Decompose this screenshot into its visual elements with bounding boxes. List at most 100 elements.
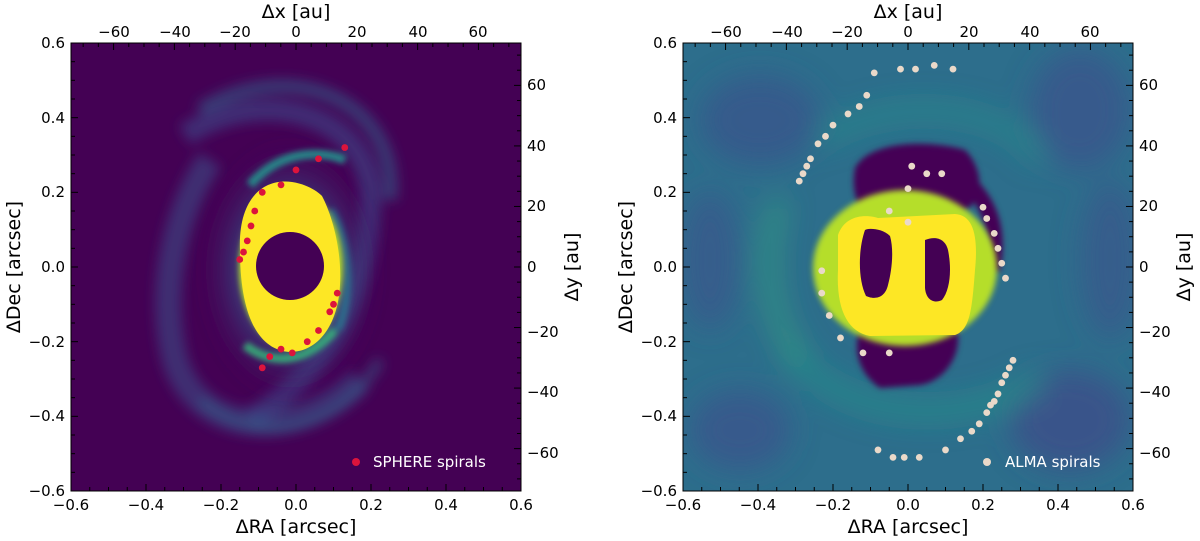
top-tick-label: −60 [710, 23, 742, 41]
spiral-point [904, 218, 912, 226]
right-right-tick-labels: −60 −40 −20 0 20 40 60 [1139, 76, 1171, 462]
spiral-point [803, 162, 811, 170]
top-tick-label: −20 [219, 23, 251, 41]
left-panel: −0.6 −0.4 −0.2 0.0 0.2 0.4 0.6 −0.6 −0.4… [3, 1, 583, 538]
left-ticks [70, 42, 522, 492]
left-right-tick-labels: −60 −40 −20 0 20 40 60 [527, 76, 559, 462]
spiral-point [900, 454, 908, 461]
spiral-point [923, 170, 931, 178]
top-tick-label: 60 [1080, 23, 1099, 41]
x-axis-title: ΔRA [arcsec] [848, 516, 969, 538]
spiral-point [288, 349, 296, 357]
right-axis-title: Δy [au] [1173, 233, 1195, 302]
spiral-point [277, 181, 285, 189]
y-tick-label: 0.2 [41, 183, 65, 201]
y-tick-label: −0.4 [29, 407, 65, 425]
spiral-point [807, 155, 814, 163]
spiral-point [315, 155, 322, 163]
spiral-point [1005, 364, 1013, 372]
spiral-point [825, 312, 833, 319]
spiral-point [844, 110, 852, 118]
spiral-point [303, 338, 311, 346]
legend-label: ALMA spirals [1005, 453, 1101, 471]
spiral-point [983, 215, 991, 222]
spiral-point [870, 69, 878, 77]
left-top-tick-labels: −60 −40 −20 0 20 40 60 [98, 23, 487, 41]
y-axis-title: ΔDec [arcsec] [3, 201, 25, 333]
right-tick-label: 60 [527, 76, 546, 94]
spiral-point [983, 409, 991, 416]
spiral-point [795, 177, 803, 185]
y-tick-label: −0.6 [29, 482, 65, 500]
right-top-tick-labels: −60 −40 −20 0 20 40 60 [710, 23, 1099, 41]
spiral-point [874, 446, 882, 454]
right-ticks [682, 42, 1134, 492]
right-tick-label: −20 [1139, 323, 1171, 341]
right-panel: −0.6 −0.4 −0.2 0.0 0.2 0.4 0.6 −0.6 −0.4… [615, 1, 1195, 538]
spiral-point [266, 353, 274, 360]
right-tick-label: −20 [527, 323, 559, 341]
top-tick-label: 40 [1020, 23, 1039, 41]
spiral-point [968, 427, 976, 435]
spiral-point [258, 364, 266, 372]
spiral-point [885, 349, 893, 357]
legend-marker [352, 458, 360, 466]
right-tick-label: 20 [1139, 197, 1158, 215]
right-background-texture [683, 50, 1133, 470]
spiral-point [258, 188, 266, 196]
y-tick-label: −0.4 [641, 407, 677, 425]
spiral-point [863, 91, 871, 99]
spiral-point [957, 435, 964, 443]
spiral-point [837, 334, 844, 342]
spiral-point [885, 207, 893, 215]
right-tick-label: −40 [1139, 383, 1171, 401]
spiral-point [859, 349, 867, 357]
spiral-point [814, 140, 822, 148]
spiral-point [990, 230, 998, 237]
x-tick-label: −0.2 [203, 496, 239, 514]
right-bright-ring [813, 190, 997, 346]
y-tick-label: 0.2 [653, 183, 677, 201]
spiral-point [942, 446, 949, 454]
spiral-point [1009, 356, 1017, 364]
x-tick-label: −0.2 [815, 496, 851, 514]
top-tick-label: 20 [959, 23, 978, 41]
left-inner-spirals [242, 149, 352, 363]
spiral-point [987, 401, 994, 409]
spiral-point [904, 185, 912, 193]
spiral-point [908, 162, 916, 170]
left-bottom-tick-labels: −0.6 −0.4 −0.2 0.0 0.2 0.4 0.6 [53, 496, 533, 514]
spiral-point [949, 65, 957, 73]
spiral-point [315, 327, 322, 334]
right-tick-label: 0 [527, 258, 537, 276]
spiral-point [277, 345, 285, 353]
spiral-point [822, 132, 829, 140]
spiral-point [994, 390, 1002, 398]
y-tick-label: 0.4 [653, 109, 677, 127]
x-tick-label: 0.6 [509, 496, 533, 514]
y-tick-label: −0.6 [641, 482, 677, 500]
spiral-point [979, 203, 987, 211]
spiral-point [912, 65, 919, 73]
spiral-point [855, 103, 863, 110]
spiral-point [994, 244, 1002, 252]
legend-label: SPHERE spirals [373, 453, 486, 471]
x-tick-label: 0.6 [1121, 496, 1145, 514]
x-tick-label: 0.4 [1046, 496, 1070, 514]
legend-marker [983, 458, 991, 466]
spiral-point [915, 454, 923, 461]
coronagraph-mask [256, 232, 324, 300]
spiral-point [240, 248, 247, 256]
spiral-point [243, 237, 251, 245]
right-tick-label: −40 [527, 383, 559, 401]
right-tick-label: 40 [527, 137, 546, 155]
right-tick-label: 20 [527, 197, 546, 215]
top-tick-label: 20 [347, 23, 366, 41]
y-tick-label: 0.6 [653, 34, 677, 52]
y-tick-label: 0.6 [41, 34, 65, 52]
spiral-point [998, 379, 1006, 387]
top-tick-label: 0 [903, 23, 913, 41]
x-tick-label: 0.2 [359, 496, 383, 514]
spiral-point [998, 259, 1006, 267]
